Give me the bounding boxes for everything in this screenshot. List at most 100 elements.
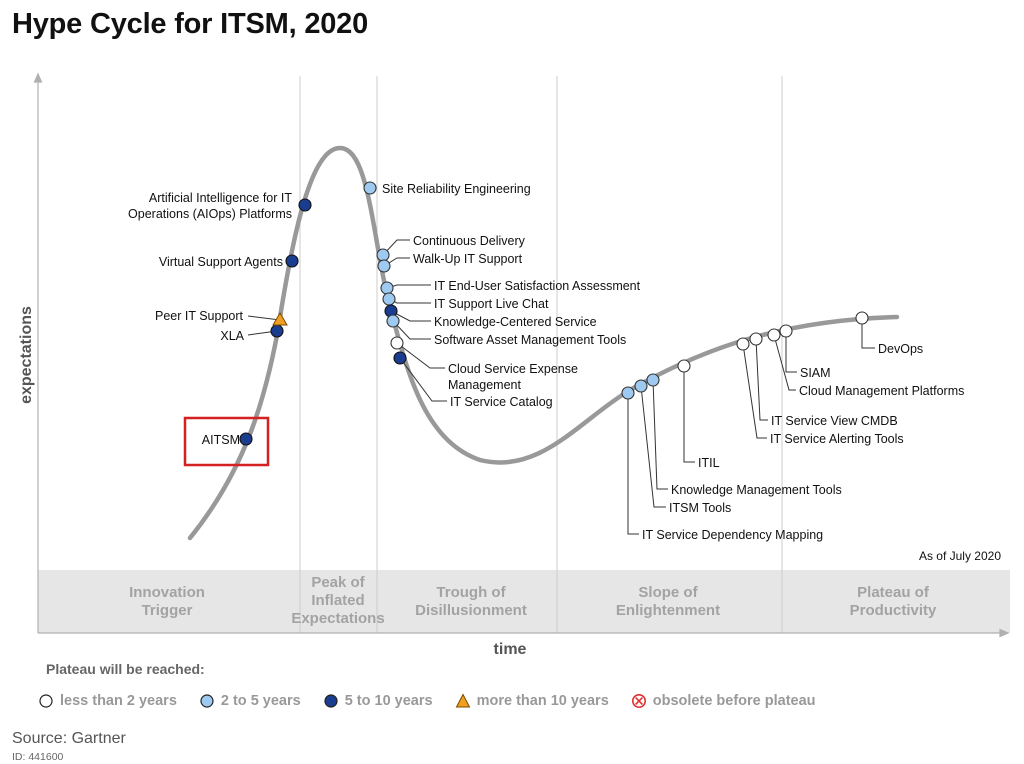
legend-item-obsolete: obsolete before plateau: [631, 693, 816, 709]
legend-item-lt2: less than 2 years: [38, 693, 177, 709]
leader-itil: [683, 366, 695, 463]
marker-devops: [855, 311, 869, 325]
x-axis-label: time: [494, 641, 527, 658]
leader-it-service-dependency-mapping: [627, 393, 639, 535]
legend-label-obsolete: obsolete before plateau: [652, 693, 816, 709]
page-title: Hype Cycle for ITSM, 2020: [12, 8, 369, 40]
marker-it-service-view-cmdb: [749, 332, 763, 346]
phase-label-peak: Peak of: [311, 574, 365, 591]
marker-xla: [270, 324, 284, 338]
technology-markers: [239, 181, 869, 446]
phase-label-peak: Inflated: [311, 592, 364, 609]
phase-label-slope: Slope of: [638, 584, 698, 601]
label-virtual-support-agents: Virtual Support Agents: [159, 255, 283, 269]
as-of-label: As of July 2020: [919, 549, 1001, 563]
leader-cloud-service-expense-management: [396, 342, 445, 369]
leader-peer-it-support: [247, 315, 281, 321]
label-peer-it-support: Peer IT Support: [155, 309, 244, 323]
marker-site-reliability-engineering: [363, 181, 377, 195]
marker-siam: [779, 324, 793, 338]
leader-software-asset-management-tools: [392, 320, 431, 340]
marker-software-asset-management-tools: [386, 314, 400, 328]
label-it-service-catalog: IT Service Catalog: [450, 395, 553, 409]
marker-itsm-tools: [634, 379, 648, 393]
leader-it-service-alerting-tools: [742, 343, 767, 439]
leader-it-service-view-cmdb: [755, 338, 768, 421]
label-artificial-intelligence-for-it-operations-aiops-platforms: Operations (AIOps) Platforms: [128, 207, 292, 221]
y-axis-label: expectations: [18, 306, 35, 404]
source-credit: Source: Gartner: [12, 730, 126, 747]
label-aitsm: AITSM: [202, 433, 240, 447]
leader-devops: [861, 318, 875, 349]
phase-label-innovation: Innovation: [129, 584, 205, 601]
label-siam: SIAM: [800, 366, 831, 380]
legend-title: Plateau will be reached:: [46, 661, 205, 677]
leader-it-end-user-satisfaction-assessment: [386, 284, 431, 289]
marker-knowledge-management-tools: [646, 373, 660, 387]
leader-itsm-tools: [640, 385, 666, 508]
document-id: ID: 441600: [12, 751, 64, 763]
label-it-service-alerting-tools: IT Service Alerting Tools: [770, 432, 904, 446]
marker-aitsm: [239, 432, 253, 446]
label-site-reliability-engineering: Site Reliability Engineering: [382, 182, 531, 196]
marker-it-service-catalog: [393, 351, 407, 365]
label-software-asset-management-tools: Software Asset Management Tools: [434, 333, 626, 347]
marker-cloud-service-expense-management: [390, 336, 404, 350]
legend-label-2to5: 2 to 5 years: [220, 693, 301, 709]
marker-walk-up-it-support: [377, 259, 391, 273]
phase-label-peak: Expectations: [291, 610, 384, 627]
label-knowledge-centered-service: Knowledge-Centered Service: [434, 315, 597, 329]
leader-continuous-delivery: [382, 239, 410, 256]
legend-item-5to10: 5 to 10 years: [323, 693, 433, 709]
marker-peer-it-support: [272, 312, 288, 326]
legend-swatch-gt10: [455, 693, 470, 708]
marker-it-end-user-satisfaction-assessment: [380, 281, 394, 295]
leader-knowledge-management-tools: [652, 379, 668, 490]
marker-continuous-delivery: [376, 248, 390, 262]
phase-label-innovation: Trigger: [142, 602, 193, 619]
phase-label-plateau: Productivity: [850, 602, 937, 619]
marker-itil: [677, 359, 691, 373]
legend-label-5to10: 5 to 10 years: [344, 693, 433, 709]
label-walk-up-it-support: Walk-Up IT Support: [413, 252, 523, 266]
label-continuous-delivery: Continuous Delivery: [413, 234, 526, 248]
marker-it-service-dependency-mapping: [621, 386, 635, 400]
legend-swatch-5to10: [324, 694, 338, 708]
leader-siam: [785, 331, 797, 373]
legend: less than 2 years 2 to 5 years 5 to 10 yea…: [38, 690, 838, 712]
phase-label-plateau: Plateau of: [857, 584, 930, 601]
label-it-service-view-cmdb: IT Service View CMDB: [771, 414, 898, 428]
marker-cloud-management-platforms: [767, 328, 781, 342]
leader-it-service-catalog: [399, 357, 447, 402]
legend-label-gt10: more than 10 years: [476, 693, 609, 709]
legend-item-2to5: 2 to 5 years: [199, 693, 301, 709]
legend-swatch-obsolete: [631, 694, 646, 708]
phase-label-slope: Enlightenment: [616, 602, 720, 619]
marker-artificial-intelligence-for-it-operations-aiops-platforms: [298, 198, 312, 212]
label-it-service-dependency-mapping: IT Service Dependency Mapping: [642, 528, 823, 542]
marker-virtual-support-agents: [285, 254, 299, 268]
legend-swatch-lt2: [39, 694, 53, 708]
technology-labels: AITSM XLA Peer IT Support Virtual Support A…: [128, 182, 964, 542]
axes: [33, 72, 1010, 638]
label-devops: DevOps: [878, 342, 923, 356]
label-it-support-live-chat: IT Support Live Chat: [434, 297, 549, 311]
label-artificial-intelligence-for-it-operations-aiops-platforms: Artificial Intelligence for IT: [149, 191, 292, 205]
phase-label-trough: Trough of: [436, 584, 506, 601]
label-cloud-management-platforms: Cloud Management Platforms: [799, 384, 964, 398]
label-knowledge-management-tools: Knowledge Management Tools: [671, 483, 842, 497]
leader-cloud-management-platforms: [773, 334, 796, 391]
label-it-end-user-satisfaction-assessment: IT End-User Satisfaction Assessment: [434, 279, 641, 293]
label-cloud-service-expense-management: Management: [448, 378, 521, 392]
phase-dividers: [299, 76, 783, 633]
phase-band: [38, 570, 1010, 633]
label-cloud-service-expense-management: Cloud Service Expense: [448, 362, 578, 376]
leader-knowledge-centered-service: [390, 310, 431, 322]
marker-it-service-alerting-tools: [736, 337, 750, 351]
label-xla: XLA: [220, 329, 244, 343]
legend-swatch-2to5: [200, 694, 214, 708]
phase-label-trough: Disillusionment: [415, 602, 527, 619]
marker-it-support-live-chat: [382, 292, 396, 306]
